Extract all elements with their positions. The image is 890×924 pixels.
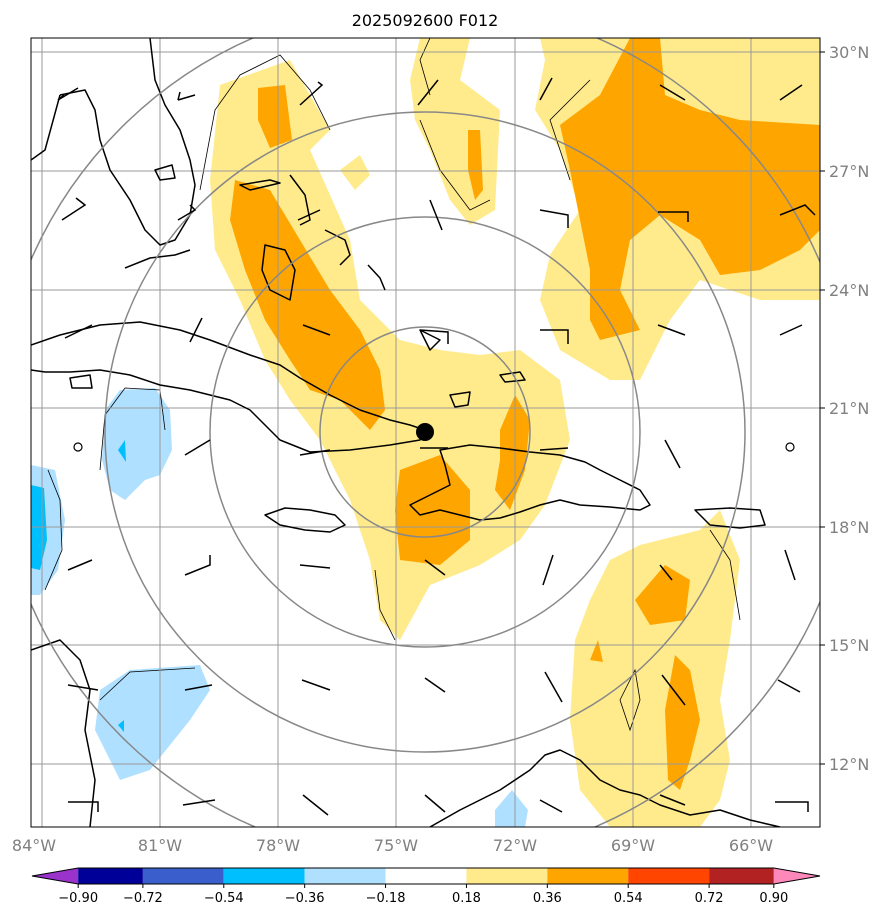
storm-center-marker (416, 423, 434, 441)
lat-labels: 30°N 27°N 24°N 21°N 18°N 15°N 12°N (820, 43, 869, 774)
colorbar-label: −0.54 (204, 891, 244, 906)
wind-barbs (57, 77, 816, 816)
blue-south (495, 790, 528, 827)
colorbar-label: −0.36 (285, 891, 325, 906)
colorbar-label: 0.54 (614, 891, 643, 906)
orange-bahamas (230, 180, 385, 430)
colorbar-label: 0.72 (695, 891, 724, 906)
colorbar-swatch (78, 868, 143, 884)
colorbar-swatch (142, 868, 224, 884)
yellow-bahamas-band (210, 60, 570, 640)
abaco (289, 174, 311, 226)
small-island-west (73, 442, 83, 452)
negative-anomaly (31, 388, 528, 827)
positive-anomaly-strong (230, 38, 820, 790)
colorbar-swatch (385, 868, 467, 884)
cuba-coast (31, 321, 426, 453)
lon-tick-78w: 78°W (256, 836, 300, 855)
colorbar-extend-low (32, 868, 79, 884)
blue-southwest (95, 665, 210, 780)
map-title: 2025092600 F012 (352, 11, 499, 30)
colorbar-label: 0.90 (759, 891, 788, 906)
orange-east-hisp (495, 395, 530, 510)
lon-tick-81w: 81°W (138, 836, 182, 855)
cyan-southwest (118, 720, 124, 732)
colorbar: −0.90 −0.72 −0.54 −0.36 −0.18 0.18 0.36 0.54 0.7… (31, 867, 821, 906)
lat-tick-30n: 30°N (829, 43, 869, 62)
colorbar-swatch (466, 868, 548, 884)
yellow-small (340, 155, 370, 190)
lon-tick-84w: 84°W (12, 836, 56, 855)
central-america-coast (31, 639, 96, 827)
lon-tick-66w: 66°W (729, 836, 773, 855)
orange-north-strip (468, 130, 483, 200)
colorbar-label: 0.18 (452, 891, 481, 906)
lon-tick-69w: 69°W (611, 836, 655, 855)
graticule (31, 38, 820, 827)
acklins (419, 329, 441, 351)
cyan-west-cuba (118, 440, 126, 462)
map-frame (30, 37, 821, 828)
andros (261, 244, 296, 301)
lon-labels: 84°W 81°W 78°W 75°W 72°W 69°W 66°W (12, 836, 773, 855)
lat-tick-21n: 21°N (829, 399, 869, 418)
lat-tick-12n: 12°N (829, 755, 869, 774)
inagua (449, 391, 471, 408)
south-america-coast (429, 749, 781, 827)
orange-northeast (560, 38, 820, 340)
range-rings (31, 38, 820, 827)
colorbar-swatch (628, 868, 710, 884)
cayman (154, 164, 176, 181)
orange-se-2 (665, 655, 700, 790)
yellow-southeast (570, 510, 740, 827)
contour-lines (44, 38, 741, 732)
lat-tick-24n: 24°N (829, 281, 869, 300)
gulf-coast (31, 94, 61, 161)
lon-tick-72w: 72°W (493, 836, 537, 855)
isle-of-youth (69, 374, 93, 389)
colorbar-label: −0.72 (123, 891, 163, 906)
turks-caicos (499, 371, 526, 383)
colorbar-swatch (709, 868, 774, 884)
colorbar-swatch (223, 868, 305, 884)
colorbar-label: −0.90 (58, 891, 98, 906)
hispaniola-coast (409, 444, 651, 521)
puerto-rico-coast (694, 507, 766, 529)
colorbar-label: −0.18 (366, 891, 406, 906)
orange-se-3 (590, 640, 603, 662)
grand-bahama (239, 179, 281, 191)
colorbar-swatch (304, 868, 386, 884)
orange-se-1 (635, 565, 690, 625)
eleuthera (324, 229, 351, 266)
colorbar-label: 0.36 (533, 891, 562, 906)
orange-nw-patch (258, 85, 292, 148)
lat-tick-27n: 27°N (829, 162, 869, 181)
lat-tick-15n: 15°N (829, 636, 869, 655)
blue-west-cuba (102, 388, 172, 500)
colorbar-swatch (547, 868, 629, 884)
florida-keys (124, 249, 191, 269)
orange-hispaniola (395, 455, 470, 565)
lon-tick-75w: 75°W (374, 836, 418, 855)
small-island-east (785, 442, 795, 452)
long-island (367, 264, 386, 291)
jamaica-coast (264, 507, 346, 533)
lat-tick-18n: 18°N (829, 518, 869, 537)
colorbar-extend-high (773, 868, 820, 884)
map-area (31, 38, 820, 827)
